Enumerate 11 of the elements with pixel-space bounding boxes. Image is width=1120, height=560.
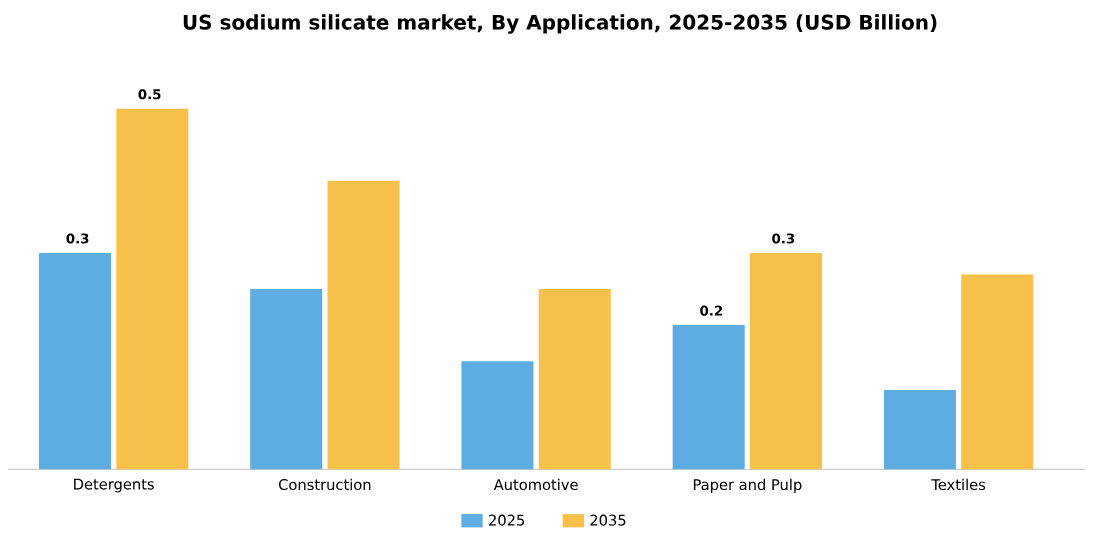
bar bbox=[116, 108, 189, 470]
bar bbox=[38, 252, 111, 470]
chart-title: US sodium silicate market, By Application, 2025-2035 (USD Billion) bbox=[183, 14, 937, 34]
bar bbox=[250, 289, 323, 470]
bar bbox=[538, 289, 611, 470]
bar bbox=[961, 274, 1034, 470]
bar bbox=[883, 390, 956, 470]
bar bbox=[327, 180, 400, 470]
bar bbox=[750, 252, 822, 470]
bar bbox=[461, 361, 534, 470]
bar bbox=[672, 325, 745, 470]
